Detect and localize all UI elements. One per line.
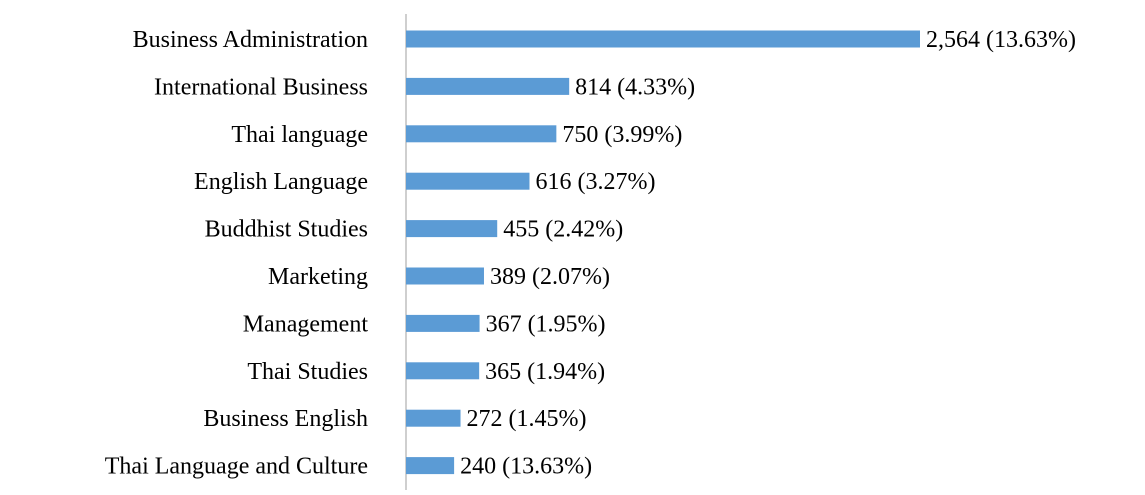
category-label: Thai language: [231, 122, 368, 148]
bar: [406, 172, 530, 190]
bar: [406, 267, 484, 285]
category-label: International Business: [154, 74, 368, 100]
category-label: English Language: [194, 169, 368, 195]
bar: [406, 457, 455, 475]
category-label: Buddhist Studies: [205, 217, 368, 243]
category-label: Thai Language and Culture: [105, 454, 368, 480]
bars-group: [406, 30, 920, 475]
category-label: Business Administration: [133, 27, 368, 53]
bar: [406, 220, 498, 238]
data-label: 367 (1.95%): [486, 311, 606, 337]
data-label: 2,564 (13.63%): [926, 27, 1076, 53]
bar: [406, 30, 920, 48]
bar: [406, 77, 570, 95]
data-label: 365 (1.94%): [485, 359, 605, 385]
bar: [406, 409, 461, 427]
data-label: 389 (2.07%): [490, 264, 610, 290]
bar: [406, 125, 557, 143]
category-label: Management: [243, 311, 369, 337]
data-label: 750 (3.99%): [562, 122, 682, 148]
data-label: 814 (4.33%): [575, 74, 695, 100]
data-label: 240 (13.63%): [460, 454, 592, 480]
data-label: 616 (3.27%): [535, 169, 655, 195]
data-label: 455 (2.42%): [503, 217, 623, 243]
category-label: Marketing: [268, 264, 368, 290]
category-label: Business English: [203, 406, 368, 432]
category-labels-group: Business Administration International Bus…: [105, 27, 369, 480]
category-label: Thai Studies: [247, 359, 368, 385]
data-label: 272 (1.45%): [467, 406, 587, 432]
bar: [406, 362, 480, 380]
data-labels-group: 2,564 (13.63%) 814 (4.33%) 750 (3.99%) 616 …: [460, 27, 1076, 480]
bar: [406, 314, 480, 332]
